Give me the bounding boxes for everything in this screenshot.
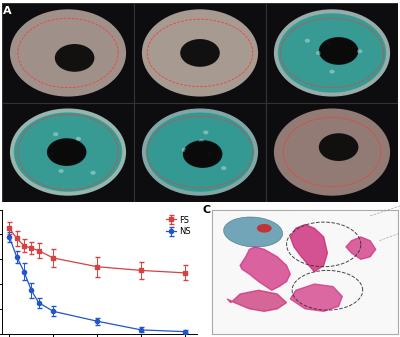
FancyBboxPatch shape bbox=[2, 102, 134, 202]
Ellipse shape bbox=[305, 39, 310, 43]
Ellipse shape bbox=[146, 113, 254, 192]
Ellipse shape bbox=[221, 166, 226, 170]
Ellipse shape bbox=[10, 109, 126, 196]
Ellipse shape bbox=[53, 132, 58, 136]
Ellipse shape bbox=[274, 9, 390, 97]
Ellipse shape bbox=[142, 9, 258, 97]
Ellipse shape bbox=[49, 152, 54, 156]
Ellipse shape bbox=[55, 44, 94, 72]
Ellipse shape bbox=[199, 139, 204, 143]
Text: A: A bbox=[3, 6, 12, 16]
Ellipse shape bbox=[320, 38, 357, 64]
Ellipse shape bbox=[278, 13, 386, 93]
FancyBboxPatch shape bbox=[134, 102, 266, 202]
Ellipse shape bbox=[180, 39, 220, 67]
Ellipse shape bbox=[47, 138, 86, 166]
FancyBboxPatch shape bbox=[2, 3, 134, 102]
Ellipse shape bbox=[319, 37, 358, 65]
Ellipse shape bbox=[90, 171, 96, 175]
FancyBboxPatch shape bbox=[266, 3, 398, 102]
Polygon shape bbox=[290, 284, 342, 311]
Ellipse shape bbox=[319, 133, 358, 161]
Ellipse shape bbox=[48, 139, 85, 165]
Ellipse shape bbox=[58, 169, 64, 173]
Ellipse shape bbox=[182, 148, 187, 152]
Ellipse shape bbox=[326, 41, 331, 45]
Ellipse shape bbox=[203, 130, 208, 134]
Ellipse shape bbox=[10, 9, 126, 97]
Ellipse shape bbox=[142, 109, 258, 196]
Ellipse shape bbox=[14, 113, 122, 192]
Text: C: C bbox=[203, 205, 211, 215]
Ellipse shape bbox=[330, 70, 335, 73]
Ellipse shape bbox=[76, 137, 81, 141]
Ellipse shape bbox=[274, 109, 390, 196]
Ellipse shape bbox=[183, 140, 222, 168]
Polygon shape bbox=[227, 290, 286, 311]
FancyBboxPatch shape bbox=[266, 102, 398, 202]
Ellipse shape bbox=[224, 217, 283, 247]
Ellipse shape bbox=[316, 51, 321, 55]
Legend: FS, NS: FS, NS bbox=[164, 214, 193, 238]
Polygon shape bbox=[240, 247, 290, 290]
Polygon shape bbox=[346, 237, 376, 259]
Ellipse shape bbox=[184, 141, 221, 167]
Polygon shape bbox=[290, 224, 328, 272]
Ellipse shape bbox=[207, 152, 212, 155]
FancyBboxPatch shape bbox=[134, 3, 266, 102]
Ellipse shape bbox=[357, 49, 362, 53]
Ellipse shape bbox=[257, 224, 272, 233]
